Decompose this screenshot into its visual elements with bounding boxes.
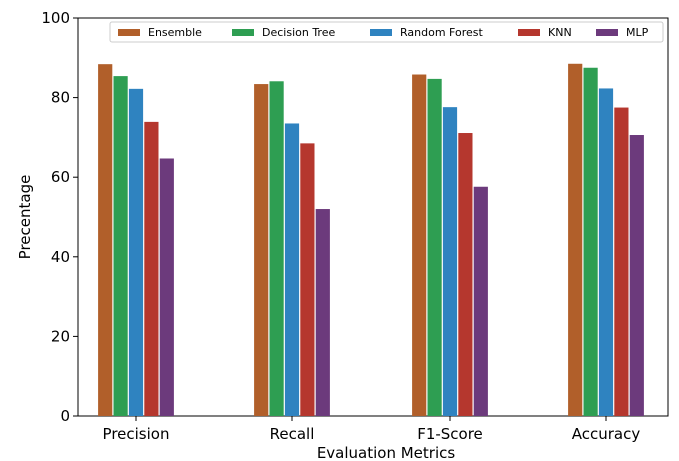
bar-ensemble-precision xyxy=(98,64,113,416)
bar-mlp-recall xyxy=(315,209,330,416)
y-axis: 0 20 40 60 80 100 xyxy=(41,9,78,425)
x-axis-title: Evaluation Metrics xyxy=(317,444,456,461)
legend-label: Random Forest xyxy=(400,26,483,39)
bar-ensemble-f1-score xyxy=(412,74,427,417)
bar-decision-tree-accuracy xyxy=(583,67,598,416)
legend-label: Decision Tree xyxy=(262,26,335,39)
bar-decision-tree-precision xyxy=(113,76,128,416)
bar-knn-accuracy xyxy=(614,107,629,417)
bar-random-forest-accuracy xyxy=(598,88,614,417)
bar-random-forest-recall xyxy=(284,123,300,416)
x-tick-label: F1-Score xyxy=(417,425,483,443)
legend-swatch xyxy=(232,29,254,36)
bar-mlp-precision xyxy=(159,158,174,416)
legend: Ensemble Decision Tree Random Forest KNN MLP xyxy=(109,21,664,43)
y-tick-label: 20 xyxy=(51,327,70,345)
bar-ensemble-recall xyxy=(254,84,269,417)
bar-knn-precision xyxy=(144,121,159,417)
bar-ensemble-accuracy xyxy=(568,63,583,417)
bar-decision-tree-f1-score xyxy=(427,78,442,417)
legend-swatch xyxy=(596,29,618,36)
y-axis-title: Precentage xyxy=(16,175,34,260)
legend-label: Ensemble xyxy=(148,26,202,39)
y-tick-label: 0 xyxy=(60,407,70,425)
bar-mlp-accuracy xyxy=(629,135,644,416)
y-tick-label: 100 xyxy=(41,9,70,27)
x-tick-label: Accuracy xyxy=(572,425,641,443)
legend-label: KNN xyxy=(548,26,572,39)
legend-swatch xyxy=(518,29,540,36)
y-tick-label: 80 xyxy=(51,89,70,107)
bar-decision-tree-recall xyxy=(269,81,284,417)
bar-knn-f1-score xyxy=(458,133,473,416)
bars-group xyxy=(98,63,644,417)
legend-label: MLP xyxy=(626,26,649,39)
bar-knn-recall xyxy=(300,143,315,416)
bar-mlp-f1-score xyxy=(473,186,488,416)
x-axis: Precision Recall F1-Score Accuracy xyxy=(103,416,641,443)
y-tick-label: 60 xyxy=(51,168,70,186)
legend-swatch xyxy=(118,29,140,36)
bar-random-forest-precision xyxy=(128,88,144,417)
plot-frame xyxy=(77,17,669,417)
x-tick-label: Precision xyxy=(103,425,170,443)
legend-swatch xyxy=(370,29,392,36)
bar-random-forest-f1-score xyxy=(442,107,458,416)
y-tick-label: 40 xyxy=(51,248,70,266)
x-tick-label: Recall xyxy=(270,425,315,443)
